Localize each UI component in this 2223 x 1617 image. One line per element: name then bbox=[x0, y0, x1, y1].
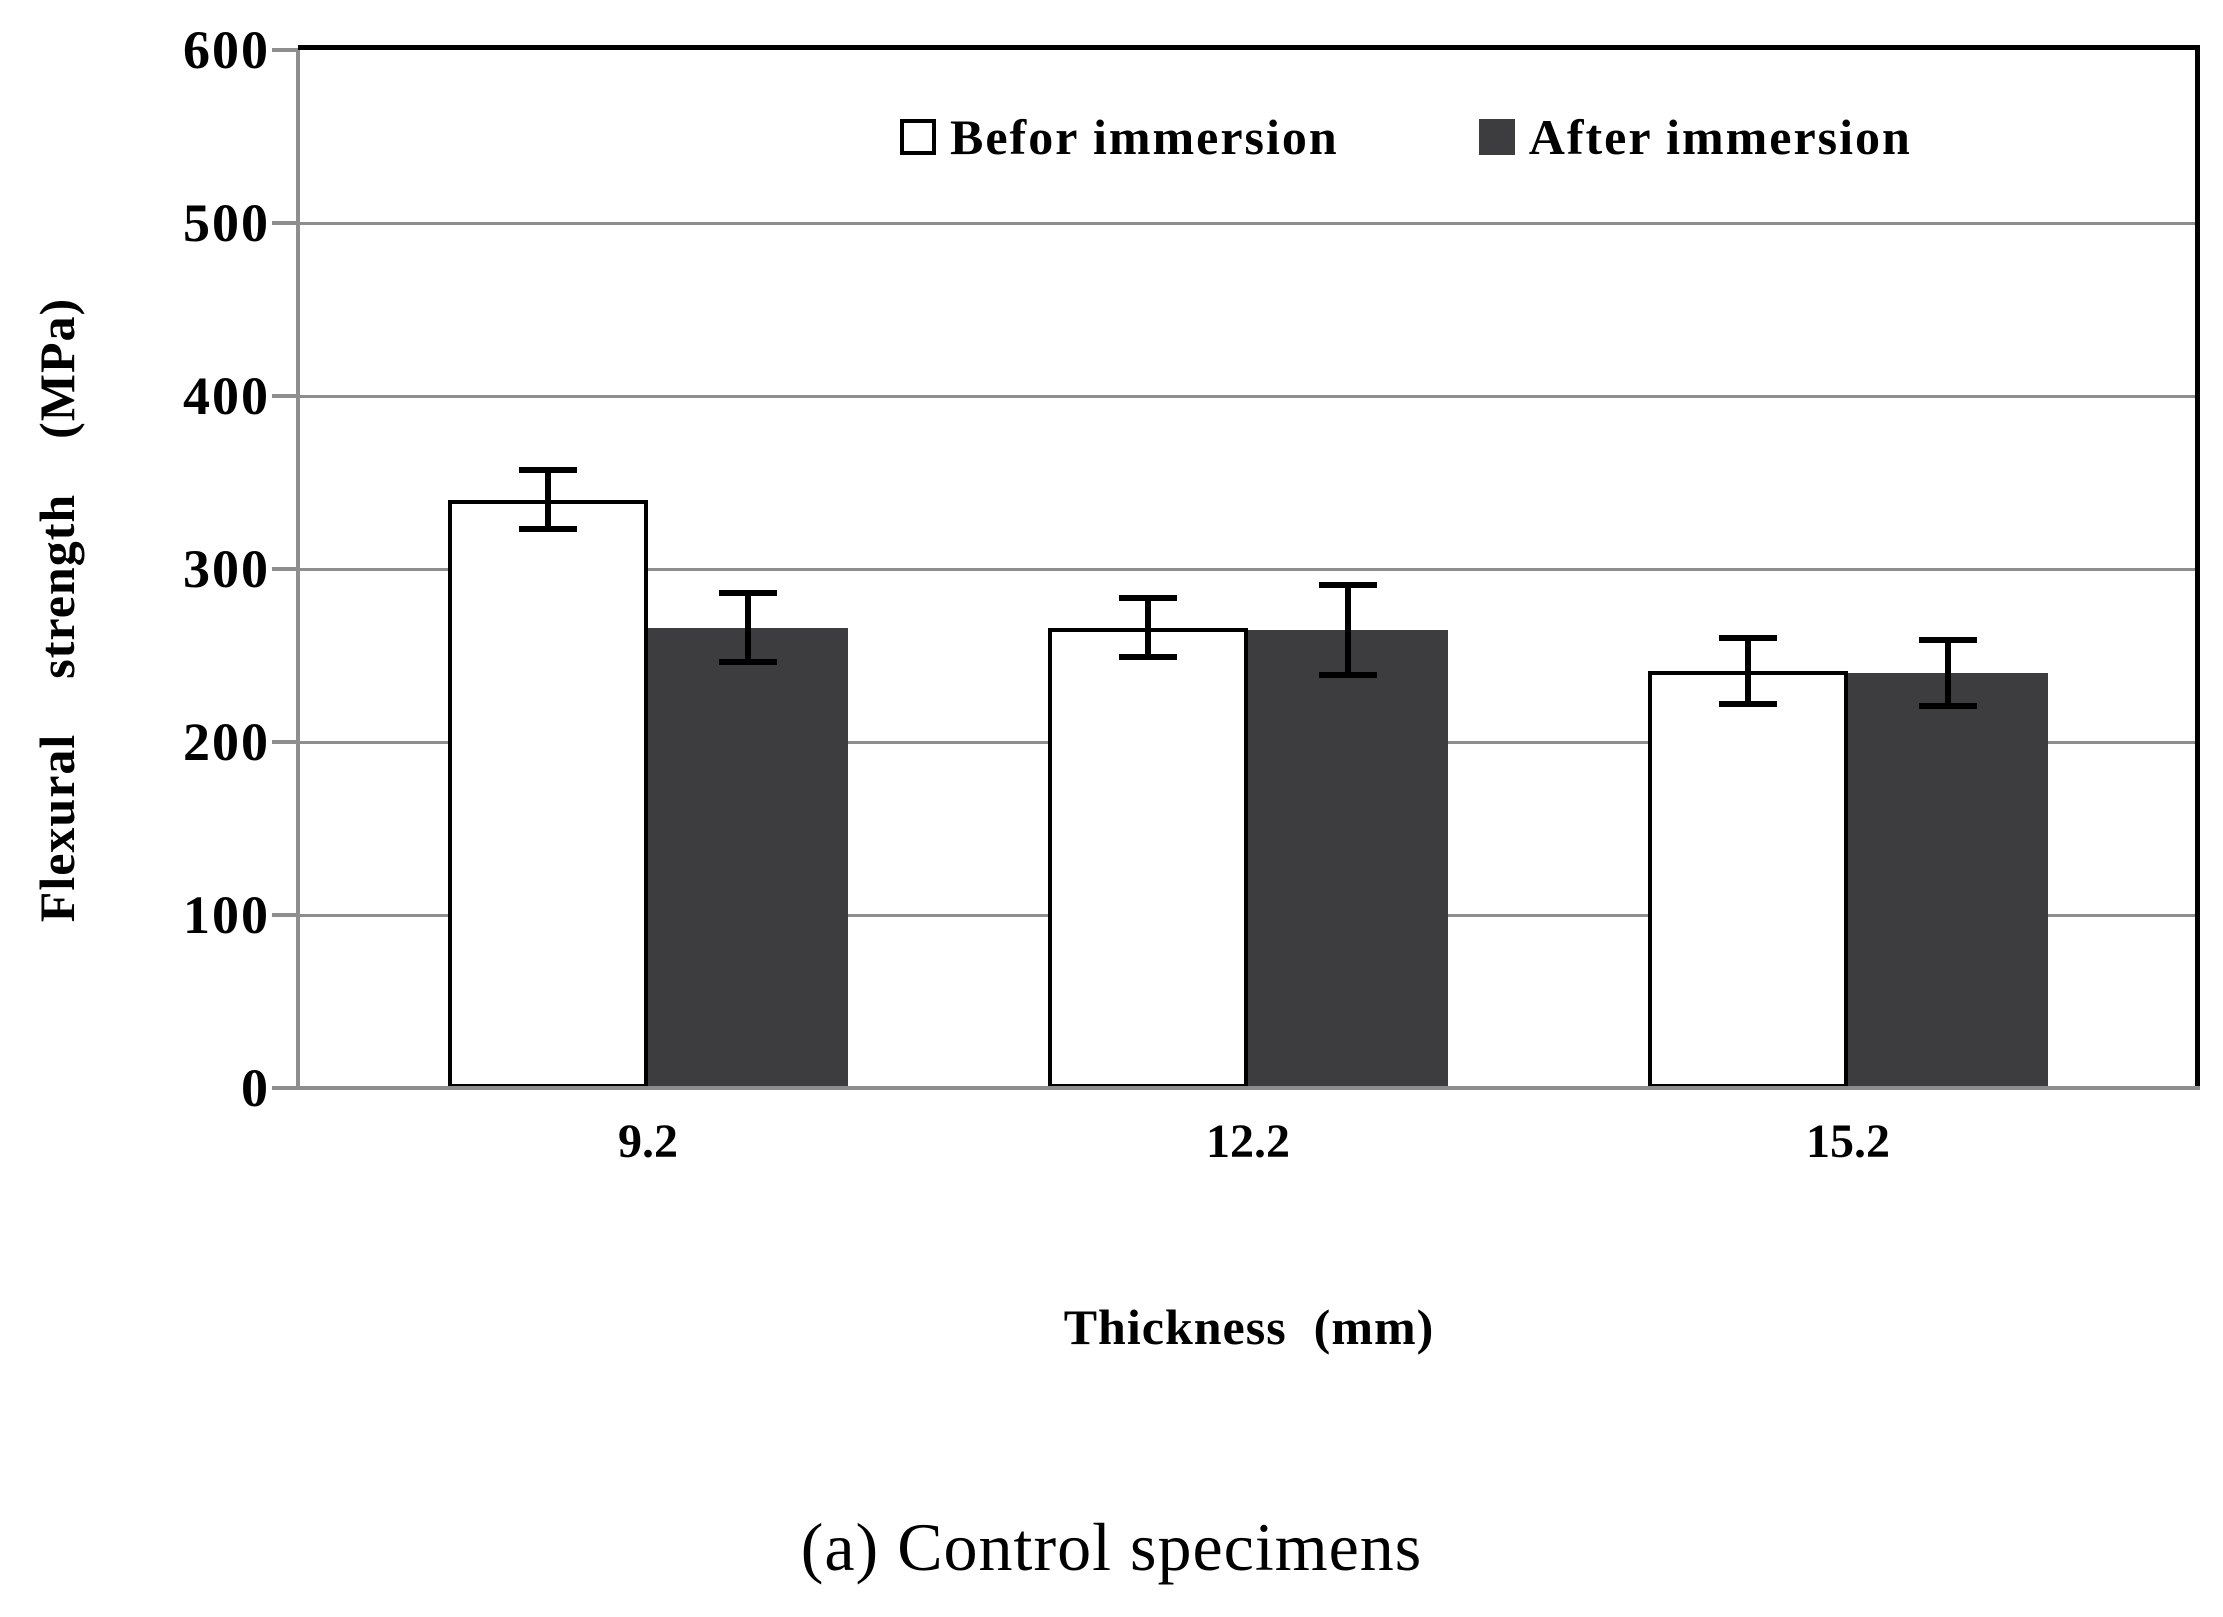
legend-swatch-after-immersion bbox=[1478, 119, 1515, 155]
bar-after-12.2 bbox=[1248, 629, 1448, 1088]
gridline-500 bbox=[298, 221, 2195, 225]
error-bar-cap-bottom-after-12.2 bbox=[1319, 671, 1377, 678]
gridline-400 bbox=[298, 394, 2195, 398]
error-bar-cap-top-after-12.2 bbox=[1319, 581, 1377, 588]
figure-caption: (a) Control specimens bbox=[800, 1509, 1423, 1585]
error-bar-line-after-15.2 bbox=[1945, 639, 1951, 706]
legend-label-after-immersion: After immersion bbox=[1528, 109, 1912, 165]
legend: Befor immersion After immersion bbox=[900, 112, 1912, 162]
x-tick-label-15.2: 15.2 bbox=[1806, 1115, 1890, 1168]
error-bar-cap-top-after-9.2 bbox=[719, 590, 777, 597]
y-tick-500 bbox=[272, 221, 298, 225]
x-tick-label-9.2: 9.2 bbox=[618, 1115, 678, 1168]
y-tick-200 bbox=[272, 740, 298, 744]
bar-before-15.2 bbox=[1648, 671, 1848, 1088]
y-tick-label-0: 0 bbox=[241, 1058, 270, 1118]
bar-after-9.2 bbox=[648, 627, 848, 1088]
y-tick-label-500: 500 bbox=[183, 193, 270, 253]
x-axis-line bbox=[272, 1086, 2200, 1090]
x-axis-title: Thickness (mm) bbox=[1063, 1299, 1435, 1355]
bar-after-15.2 bbox=[1848, 672, 2048, 1088]
y-tick-600 bbox=[272, 48, 298, 52]
error-bar-cap-top-after-15.2 bbox=[1919, 636, 1977, 643]
x-tick-label-12.2: 12.2 bbox=[1206, 1115, 1290, 1168]
y-tick-label-600: 600 bbox=[183, 20, 270, 80]
legend-label-before-immersion: Befor immersion bbox=[950, 109, 1339, 165]
legend-item-before-immersion: Befor immersion bbox=[900, 112, 1339, 162]
bar-before-9.2 bbox=[448, 499, 648, 1088]
error-bar-cap-top-before-12.2 bbox=[1119, 595, 1177, 602]
error-bar-line-after-9.2 bbox=[745, 593, 751, 663]
gridline-300 bbox=[298, 567, 2195, 571]
y-tick-label-300: 300 bbox=[183, 539, 270, 599]
y-tick-label-400: 400 bbox=[183, 366, 270, 426]
error-bar-cap-bottom-after-9.2 bbox=[719, 659, 777, 666]
y-tick-label-200: 200 bbox=[183, 712, 270, 772]
legend-item-after-immersion: After immersion bbox=[1478, 109, 1912, 165]
y-tick-100 bbox=[272, 913, 298, 917]
y-axis-line bbox=[296, 50, 300, 1090]
y-tick-400 bbox=[272, 394, 298, 398]
y-tick-label-100: 100 bbox=[183, 885, 270, 945]
y-tick-300 bbox=[272, 567, 298, 571]
error-bar-cap-bottom-before-9.2 bbox=[519, 526, 577, 533]
error-bar-cap-bottom-before-12.2 bbox=[1119, 654, 1177, 661]
legend-swatch-before-immersion bbox=[900, 119, 936, 155]
error-bar-line-before-15.2 bbox=[1745, 638, 1751, 704]
error-bar-cap-top-before-15.2 bbox=[1719, 635, 1777, 642]
error-bar-line-before-12.2 bbox=[1145, 598, 1151, 658]
error-bar-cap-bottom-before-15.2 bbox=[1719, 700, 1777, 707]
error-bar-cap-top-before-9.2 bbox=[519, 467, 577, 474]
bar-before-12.2 bbox=[1048, 627, 1248, 1088]
error-bar-line-after-12.2 bbox=[1345, 584, 1351, 675]
error-bar-cap-bottom-after-15.2 bbox=[1919, 702, 1977, 709]
plot-area: Befor immersion After immersion bbox=[272, 45, 2200, 1090]
error-bar-line-before-9.2 bbox=[545, 470, 551, 530]
